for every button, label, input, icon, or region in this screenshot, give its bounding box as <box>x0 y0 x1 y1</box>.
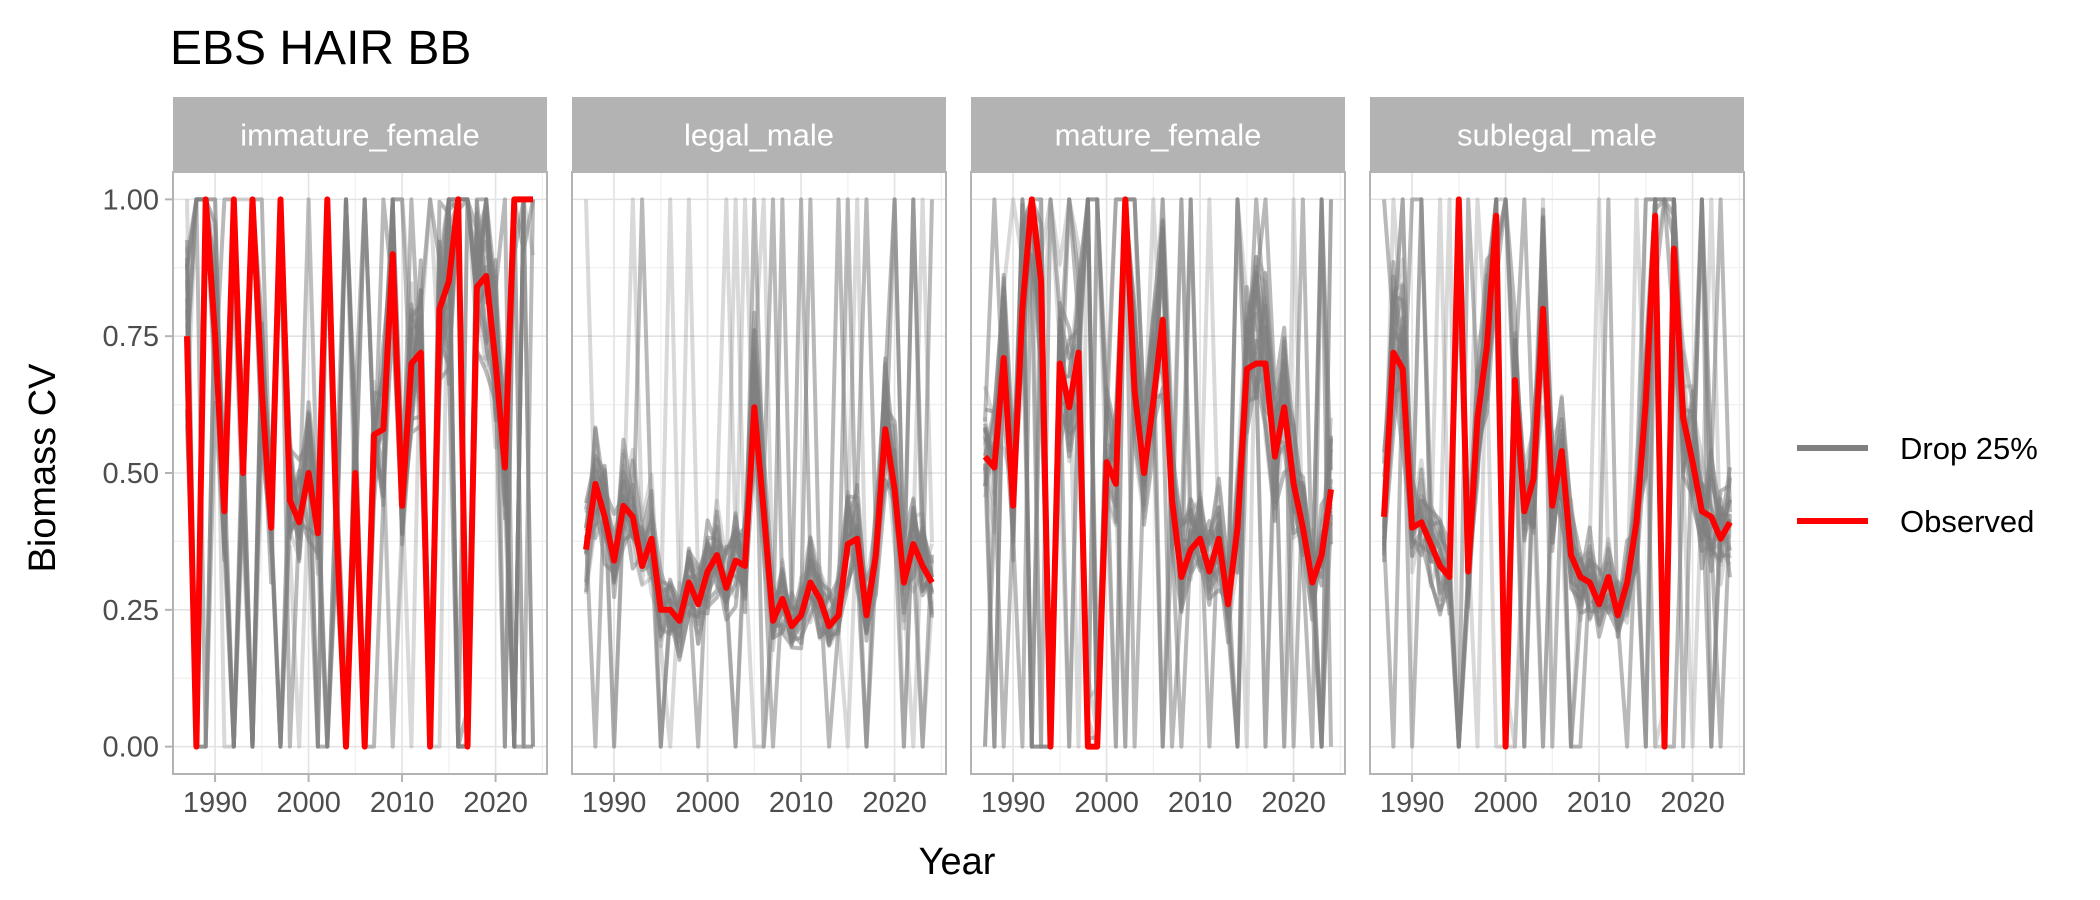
facet-strip <box>572 97 946 172</box>
x-tick-label: 2020 <box>1261 787 1326 819</box>
drop-25-line <box>584 197 933 749</box>
x-tick-label: 1990 <box>183 787 248 819</box>
x-tick-label: 2010 <box>1567 787 1632 819</box>
x-tick-label: 2010 <box>769 787 834 819</box>
y-tick-label: 0.25 <box>103 595 159 627</box>
y-tick-label: 0.75 <box>103 321 159 353</box>
x-axis-title: Year <box>919 841 996 883</box>
y-axis-title: Biomass CV <box>22 363 64 573</box>
legend-label: Observed <box>1900 504 2034 539</box>
x-tick-label: 1990 <box>582 787 647 819</box>
x-tick-label: 2000 <box>1074 787 1139 819</box>
panel-border <box>970 171 1346 775</box>
drop-25-line <box>1382 197 1731 749</box>
x-tick-label: 2000 <box>1473 787 1538 819</box>
facet-strip-label: mature_female <box>1055 118 1262 153</box>
facet-strip-label: legal_male <box>684 118 834 153</box>
x-tick-label: 1990 <box>981 787 1046 819</box>
x-tick-label: 1990 <box>1380 787 1445 819</box>
x-tick-label: 2020 <box>1660 787 1725 819</box>
facet-strip <box>971 97 1345 172</box>
panel-border <box>571 171 947 775</box>
y-tick-label: 1.00 <box>103 184 159 216</box>
facet-strip-label: sublegal_male <box>1457 118 1657 153</box>
y-tick-label: 0.50 <box>103 458 159 490</box>
observed-line <box>982 196 1334 750</box>
facet-panel-mature_female: mature_female 1990 2000 2010 2020 <box>970 97 1346 819</box>
x-tick-label: 2010 <box>1168 787 1233 819</box>
legend-item: Observed <box>1797 504 2034 539</box>
panel-border <box>1369 171 1745 775</box>
legend-label: Drop 25% <box>1900 431 2038 466</box>
facet-strip <box>1370 97 1744 172</box>
observed-line <box>1381 196 1733 750</box>
x-tick-label: 2020 <box>463 787 528 819</box>
chart-title: EBS HAIR BB <box>170 22 471 75</box>
x-tick-label: 2020 <box>862 787 927 819</box>
legend-item: Drop 25% <box>1797 431 2038 466</box>
facet-panel-legal_male: legal_male 1990 2000 2010 2020 <box>571 97 947 819</box>
facet-strip-label: immature_female <box>240 118 479 153</box>
facet-panel-immature_female: immature_female 1990 2000 2010 2020 0.00 0.25 0… <box>103 97 548 819</box>
facet-panel-sublegal_male: sublegal_male 1990 2000 2010 2020 <box>1369 97 1745 819</box>
legend: Drop 25% Observed <box>1797 431 2038 539</box>
y-tick-label: 0.00 <box>103 732 159 764</box>
observed-line <box>583 404 935 630</box>
observed-line <box>184 196 533 750</box>
x-tick-label: 2010 <box>370 787 435 819</box>
x-tick-label: 2000 <box>675 787 740 819</box>
x-tick-label: 2000 <box>276 787 341 819</box>
facet-panels: immature_female 1990 2000 2010 2020 0.00 0.25 0… <box>103 97 1745 819</box>
facet-strip <box>173 97 547 172</box>
